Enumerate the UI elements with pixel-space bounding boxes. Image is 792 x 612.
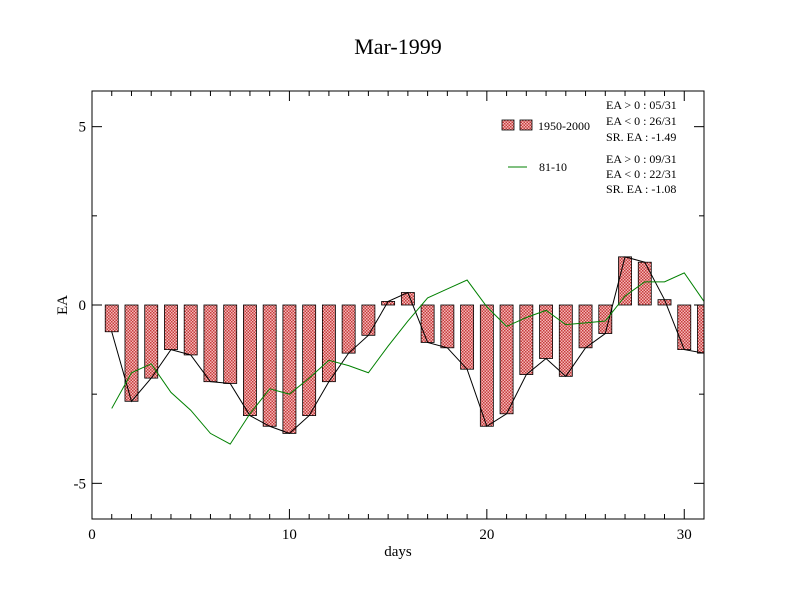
annotation-line: EA > 0 : 05/31 — [606, 98, 677, 112]
annotation-group-1: EA > 0 : 05/31 EA < 0 : 26/31 SR. EA : -… — [606, 98, 677, 144]
bar — [302, 304, 317, 416]
annotation-line: EA < 0 : 22/31 — [606, 167, 677, 181]
legend: 1950-2000 81-10 — [501, 119, 590, 174]
bar — [637, 261, 652, 306]
bar — [223, 304, 238, 384]
bar — [539, 304, 553, 359]
chart-title: Mar-1999 — [354, 34, 442, 59]
ticks-layer: 0 10 20 30 -5 0 5 — [74, 91, 705, 543]
bar — [677, 304, 692, 350]
legend-bar-swatch — [519, 119, 533, 131]
annotation-group-2: EA > 0 : 09/31 EA < 0 : 22/31 SR. EA : -… — [606, 152, 677, 196]
bar — [203, 304, 218, 383]
annotation-line: SR. EA : -1.49 — [606, 130, 676, 144]
bar — [262, 304, 277, 427]
bar — [144, 304, 159, 379]
legend-label-81-10: 81-10 — [539, 160, 567, 174]
line-layer — [111, 272, 705, 445]
x-tick-label: 20 — [479, 527, 494, 543]
bar — [479, 304, 494, 427]
x-tick-label: 0 — [88, 527, 96, 543]
annotation-line: EA > 0 : 09/31 — [606, 152, 677, 166]
bar — [164, 304, 178, 350]
bar — [243, 304, 257, 416]
bar — [697, 304, 705, 354]
series-line-81-10 — [111, 272, 705, 445]
legend-label-1950-2000: 1950-2000 — [538, 119, 590, 133]
bars-layer — [104, 256, 705, 434]
bar — [440, 304, 455, 349]
bar — [420, 304, 435, 343]
bar-value-outline — [111, 256, 705, 434]
y-tick-label: 5 — [79, 120, 87, 136]
bar — [618, 256, 632, 306]
bar — [341, 304, 356, 354]
x-axis-label: days — [384, 544, 412, 560]
bar — [460, 304, 475, 370]
bar-outline-layer — [111, 256, 705, 434]
bar — [104, 304, 119, 333]
x-tick-label: 30 — [677, 527, 692, 543]
y-axis-label: EA — [55, 295, 71, 315]
annotation-line: SR. EA : -1.08 — [606, 182, 676, 196]
bar — [282, 304, 297, 434]
y-tick-label: -5 — [74, 476, 87, 492]
annotation-line: EA < 0 : 26/31 — [606, 114, 677, 128]
bar — [598, 304, 613, 334]
legend-bar-swatch — [501, 119, 515, 131]
y-tick-label: 0 — [79, 298, 87, 314]
bar — [578, 304, 593, 349]
bar — [361, 304, 376, 336]
bar — [558, 304, 573, 377]
x-tick-label: 10 — [282, 527, 297, 543]
bar — [183, 304, 198, 356]
bar — [321, 304, 336, 383]
